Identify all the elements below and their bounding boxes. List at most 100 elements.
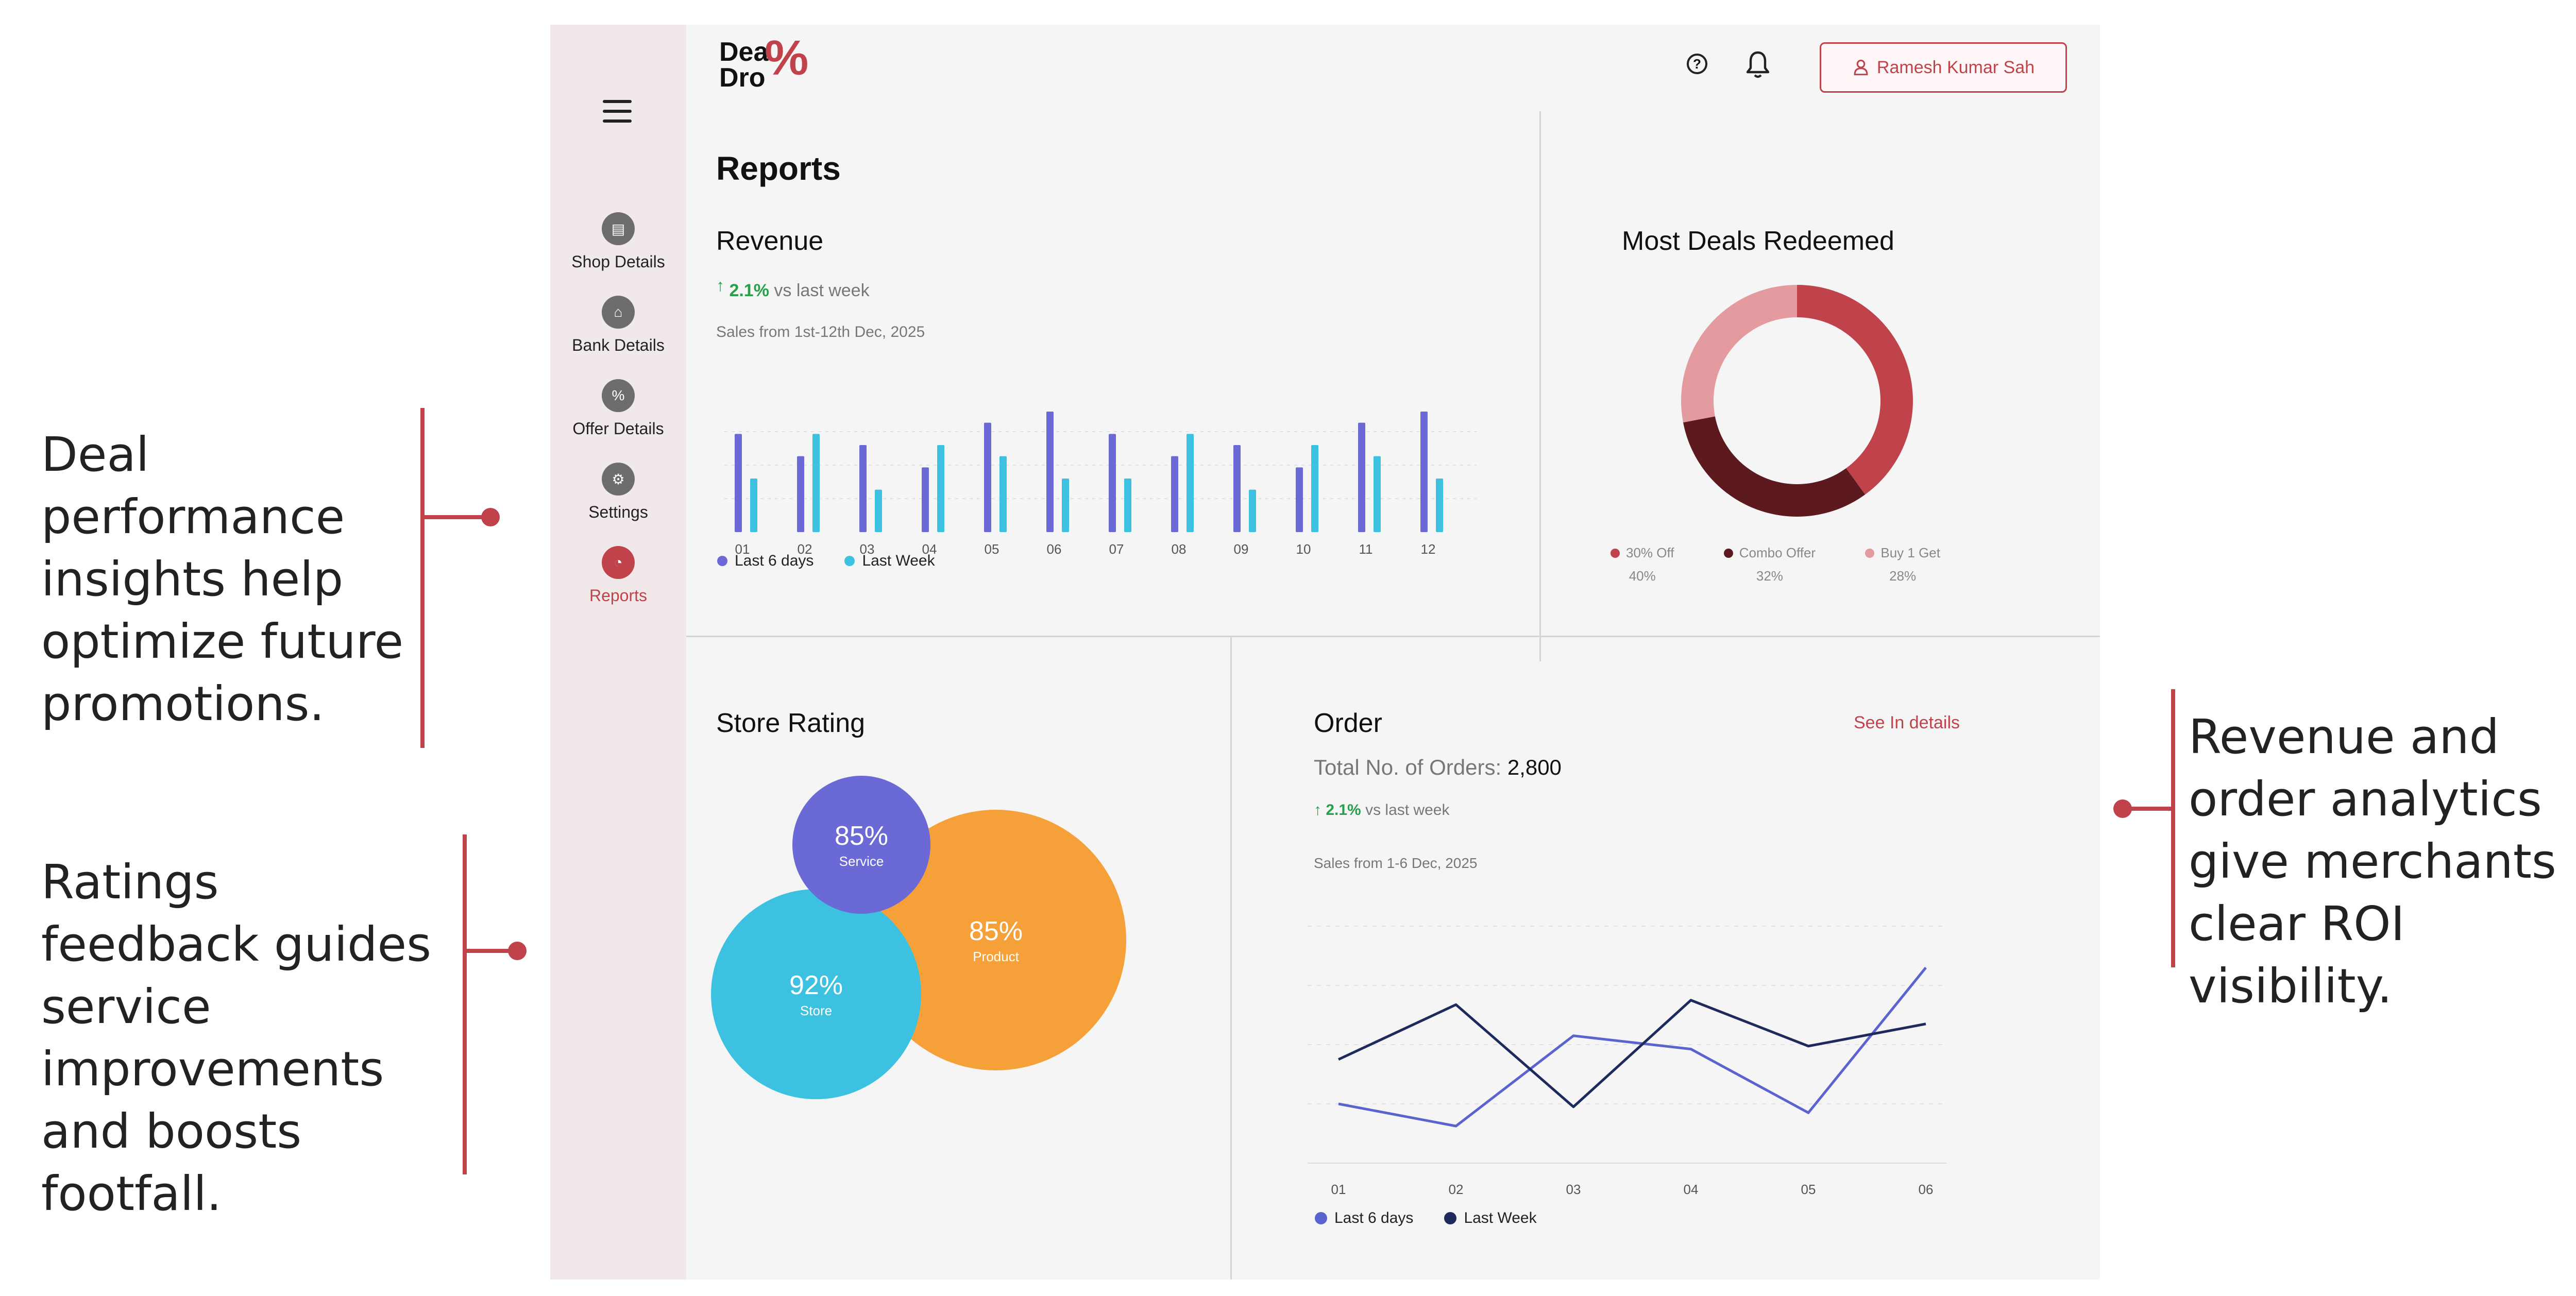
legend-item-last-6-days: Last 6 days <box>1315 1209 1413 1227</box>
donut-slice-30-off <box>1797 285 1913 495</box>
x-tick-label: 05 <box>1801 1182 1816 1197</box>
sidebar-item-offer-details[interactable]: % Offer Details <box>550 379 686 438</box>
bar-last-week <box>1062 479 1069 532</box>
revenue-title: Revenue <box>716 226 824 256</box>
order-title: Order <box>1314 708 1382 738</box>
bar-last-6-days <box>1358 422 1365 532</box>
bar-last-week <box>937 445 944 532</box>
x-tick-label: 10 <box>1296 541 1311 557</box>
x-tick-label: 05 <box>985 541 999 557</box>
x-tick-label: 07 <box>1109 541 1124 557</box>
annotation-left-bottom-connector <box>463 949 519 953</box>
bar-last-week <box>1124 479 1131 532</box>
bar-last-6-days <box>1046 412 1054 532</box>
bar-last-6-days <box>984 422 991 532</box>
sidebar-item-reports[interactable]: ◔ Reports <box>550 546 686 605</box>
line-series-last-week <box>1337 999 1926 1109</box>
bar-last-week <box>812 434 820 532</box>
deals-title: Most Deals Redeemed <box>1622 226 1894 256</box>
bubble-service: 85% Service <box>792 776 930 914</box>
x-tick-label: 04 <box>922 541 937 557</box>
percent-icon: % <box>602 379 635 412</box>
x-tick-label: 09 <box>1234 541 1249 557</box>
bar-last-week <box>1311 445 1318 532</box>
x-tick-label: 11 <box>1359 541 1373 557</box>
deals-legend: 30% Off 40% Combo Offer 32% Buy 1 Get 28% <box>1611 545 1940 584</box>
gear-icon: ⚙ <box>602 463 635 496</box>
order-change: ↑ 2.1% vs last week <box>1314 802 1450 818</box>
x-tick-label: 04 <box>1684 1182 1699 1197</box>
sidebar-item-shop-details[interactable]: ▤ Shop Details <box>550 212 686 271</box>
bell-icon[interactable] <box>1744 50 1771 79</box>
bar-last-6-days <box>922 467 929 532</box>
divider-bottom <box>1230 636 1232 1280</box>
sidebar-item-label: Reports <box>589 586 648 605</box>
bar-last-6-days <box>735 434 742 532</box>
arrow-up-icon: ↑ <box>716 276 724 295</box>
bar-last-week <box>1249 489 1256 532</box>
bar-last-6-days <box>1296 467 1303 532</box>
bubble-store: 92% Store <box>711 889 921 1099</box>
legend-item-last-6-days: Last 6 days <box>717 552 814 570</box>
annotation-left-top: Deal performance insights help optimize … <box>41 427 404 731</box>
deals-legend-item: Buy 1 Get 28% <box>1865 545 1940 584</box>
bar-last-6-days <box>1171 456 1178 532</box>
donut-slice-combo-offer <box>1683 416 1866 517</box>
app-window: ▤ Shop Details ⌂ Bank Details% Offer Details… <box>550 25 2100 1280</box>
order-legend: Last 6 days Last Week <box>1315 1209 1537 1227</box>
bar-last-6-days <box>859 445 867 532</box>
sidebar-item-label: Offer Details <box>572 419 664 438</box>
bar-last-6-days <box>1233 445 1241 532</box>
sidebar-item-bank-details[interactable]: ⌂ Bank Details <box>550 296 686 355</box>
annotation-left-top-bracket <box>420 408 425 748</box>
deals-legend-item: Combo Offer 32% <box>1723 545 1816 584</box>
logo[interactable]: Dea Dro % <box>719 30 809 93</box>
shop-icon: ▤ <box>602 212 635 245</box>
bar-last-6-days <box>1109 434 1116 532</box>
sidebar-item-label: Bank Details <box>572 336 665 354</box>
annotation-left-bottom: Ratings feedback guides service improvem… <box>41 855 432 1221</box>
legend-item-last-week: Last Week <box>844 552 935 570</box>
x-tick-label: 01 <box>735 541 750 557</box>
annotation-right-dot <box>2113 799 2132 818</box>
revenue-bar-chart: 01 02 03 04 05 06 07 08 09 10 11 12 <box>724 412 1477 557</box>
order-line-chart: 01 02 03 04 05 06 <box>1308 926 1946 1197</box>
arrow-up-icon: ↑ <box>1314 802 1321 818</box>
deals-legend-item: 30% Off 40% <box>1611 545 1674 584</box>
line-series-last-6-days <box>1338 966 1927 1128</box>
bar-last-6-days <box>797 456 804 532</box>
legend-item-last-week: Last Week <box>1444 1209 1537 1227</box>
bar-last-6-days <box>1420 412 1428 532</box>
x-tick-label: 03 <box>860 541 875 557</box>
see-details-link[interactable]: See In details <box>1854 713 1960 732</box>
bar-last-week <box>875 489 882 532</box>
revenue-change: ↑ 2.1% vs last week <box>716 276 870 300</box>
annotation-right: Revenue and order analytics give merchan… <box>2189 709 2556 1014</box>
sidebar-item-settings[interactable]: ⚙ Settings <box>550 463 686 522</box>
user-profile-button[interactable]: Ramesh Kumar Sah <box>1820 42 2067 93</box>
annotation-left-bottom-dot <box>508 942 527 960</box>
x-tick-label: 01 <box>1331 1182 1346 1197</box>
annotation-left-bottom-bracket <box>463 834 467 1174</box>
store-rating-title: Store Rating <box>716 708 866 738</box>
annotation-left-top-connector <box>420 515 487 519</box>
x-tick-label: 03 <box>1566 1182 1581 1197</box>
revenue-legend: Last 6 days Last Week <box>717 552 935 570</box>
sidebar: ▤ Shop Details ⌂ Bank Details% Offer Details… <box>550 25 686 1280</box>
help-icon[interactable]: ? <box>1687 54 1707 74</box>
x-tick-label: 06 <box>1047 541 1062 557</box>
user-name: Ramesh Kumar Sah <box>1876 57 2035 77</box>
x-tick-label: 12 <box>1421 541 1436 557</box>
x-tick-label: 02 <box>1449 1182 1464 1197</box>
bar-last-week <box>999 456 1007 532</box>
reports-icon: ◔ <box>602 546 635 579</box>
deals-donut-chart <box>1681 285 1913 517</box>
revenue-subtitle: Sales from 1st-12th Dec, 2025 <box>716 323 925 340</box>
menu-icon[interactable] <box>603 100 632 123</box>
bank-icon: ⌂ <box>602 296 635 329</box>
page-title: Reports <box>716 150 841 187</box>
divider-top <box>1539 111 1541 661</box>
bar-last-week <box>1436 479 1443 532</box>
bar-last-week <box>750 479 757 532</box>
divider-middle <box>686 636 2100 637</box>
